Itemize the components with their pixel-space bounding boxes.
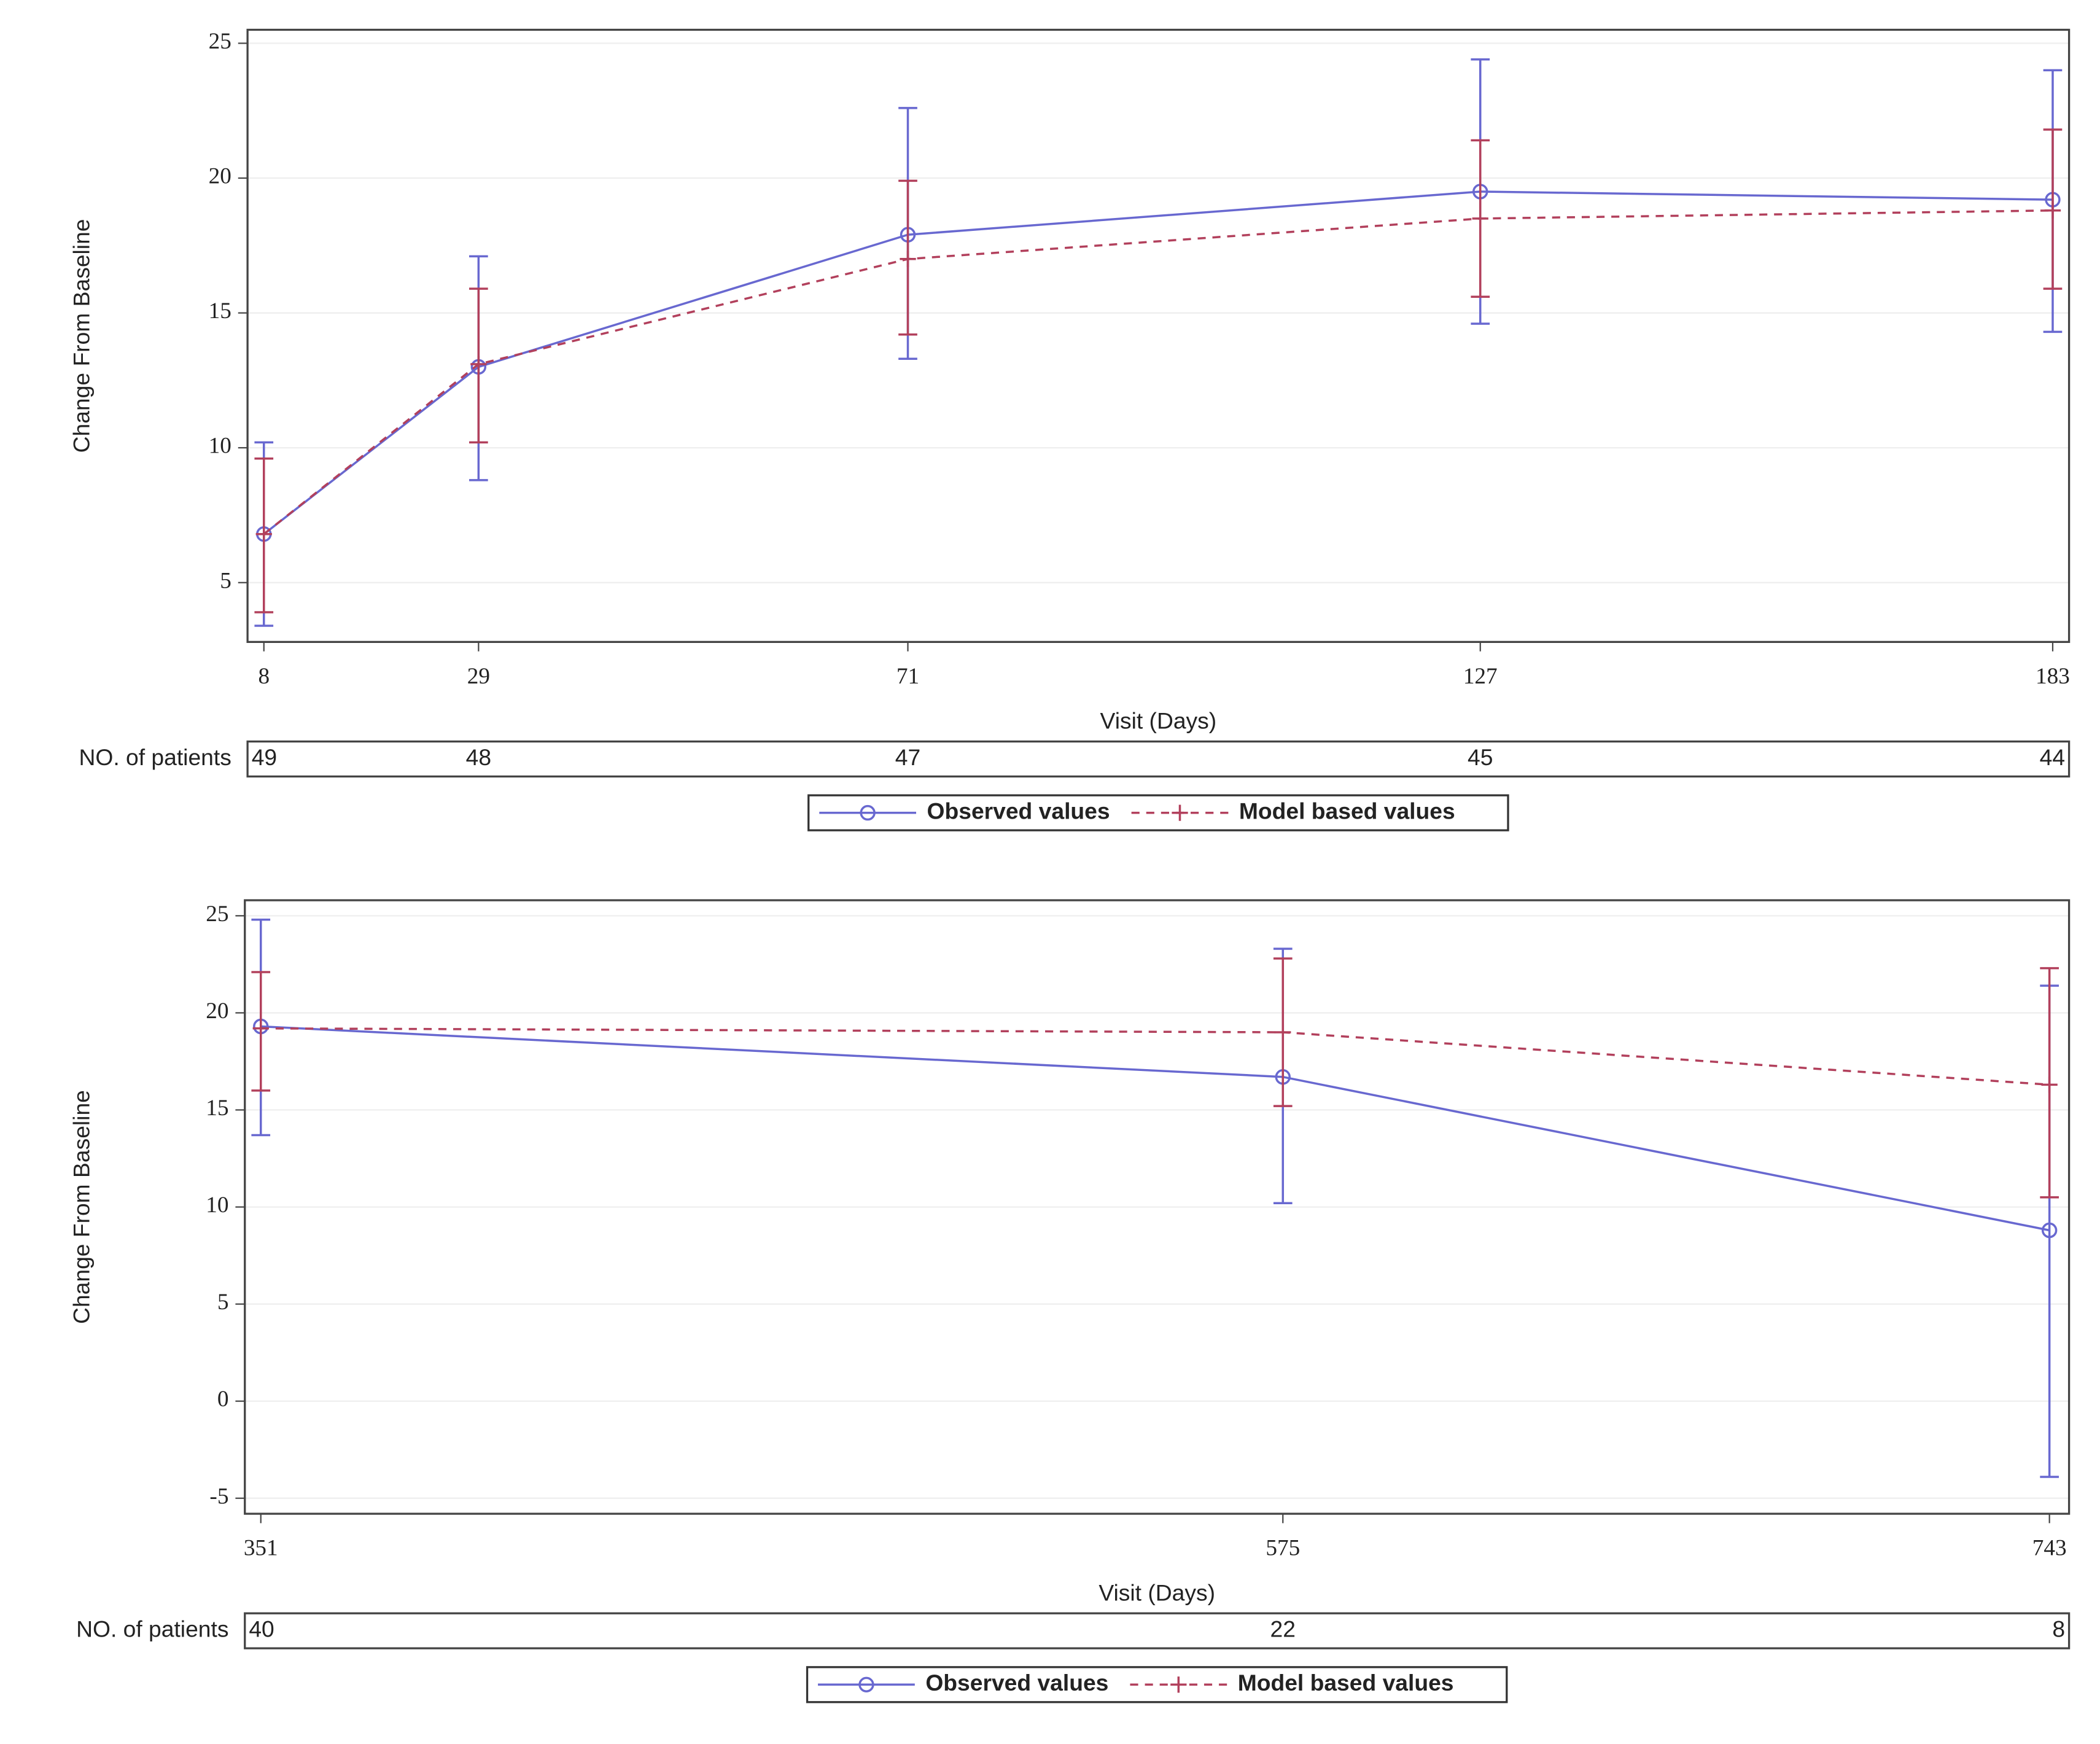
y-tick-label: 20 — [206, 999, 228, 1024]
at-risk-count: 45 — [1468, 744, 1493, 770]
y-tick-label: 5 — [220, 568, 231, 593]
y-axis-title: Change From Baseline — [69, 1090, 95, 1324]
at-risk-count: 44 — [2040, 744, 2065, 770]
x-tick-label: 29 — [467, 664, 490, 689]
x-axis-title: Visit (Days) — [1099, 1579, 1215, 1605]
at-risk-label: NO. of patients — [79, 744, 231, 770]
legend-label: Observed values — [925, 1670, 1108, 1695]
y-tick-label: -5 — [209, 1484, 228, 1509]
x-tick-label: 575 — [1266, 1536, 1300, 1561]
x-axis-title: Visit (Days) — [1100, 708, 1217, 734]
y-tick-label: 25 — [206, 901, 228, 927]
y-tick-label: 25 — [209, 29, 231, 54]
point — [470, 356, 487, 373]
y-tick-label: 0 — [217, 1387, 229, 1412]
at-risk-count: 49 — [252, 744, 277, 770]
at-risk-box — [244, 1612, 2071, 1649]
y-axis-title: Change From Baseline — [69, 219, 95, 453]
series-line — [263, 209, 2053, 535]
x-tick-label: 127 — [1463, 664, 1498, 689]
plot-frame — [244, 899, 2071, 1515]
at-risk-label: NO. of patients — [76, 1616, 228, 1642]
legend-box — [806, 1666, 1508, 1703]
legend-label: Observed values — [927, 798, 1110, 823]
point — [1472, 210, 1488, 227]
legend-label: Model based values — [1238, 1670, 1454, 1695]
point — [2044, 202, 2061, 219]
at-risk-count: 8 — [2052, 1616, 2065, 1642]
point — [900, 251, 916, 267]
at-risk-count: 40 — [249, 1616, 274, 1642]
y-tick-label: 5 — [217, 1290, 229, 1315]
point — [2041, 1222, 2058, 1239]
point — [252, 1020, 269, 1037]
series-line — [260, 1027, 2050, 1086]
x-tick-label: 351 — [244, 1536, 278, 1561]
plot-frame — [246, 28, 2071, 643]
y-tick-label: 20 — [209, 164, 231, 189]
legend-box — [807, 794, 1509, 831]
y-tick-label: 15 — [206, 1096, 228, 1121]
series-line — [260, 1025, 2050, 1232]
legend-label: Model based values — [1239, 798, 1455, 823]
at-risk-count: 47 — [895, 744, 920, 770]
x-tick-label: 183 — [2036, 664, 2070, 689]
legend-marker — [1172, 804, 1188, 821]
y-tick-label: 10 — [209, 434, 231, 459]
point — [255, 526, 272, 542]
point — [2041, 1076, 2058, 1093]
legend-marker — [1170, 1676, 1187, 1693]
x-tick-label: 8 — [258, 664, 270, 689]
legend-marker — [858, 1676, 874, 1693]
at-risk-count: 48 — [466, 744, 491, 770]
y-tick-label: 15 — [209, 298, 231, 324]
at-risk-count: 22 — [1270, 1616, 1296, 1642]
x-tick-label: 743 — [2032, 1536, 2067, 1561]
y-tick-label: 10 — [206, 1193, 228, 1218]
x-tick-label: 71 — [896, 664, 919, 689]
at-risk-box — [246, 740, 2071, 778]
series-line — [263, 190, 2053, 535]
point — [1275, 1024, 1291, 1041]
legend-marker — [860, 804, 876, 821]
